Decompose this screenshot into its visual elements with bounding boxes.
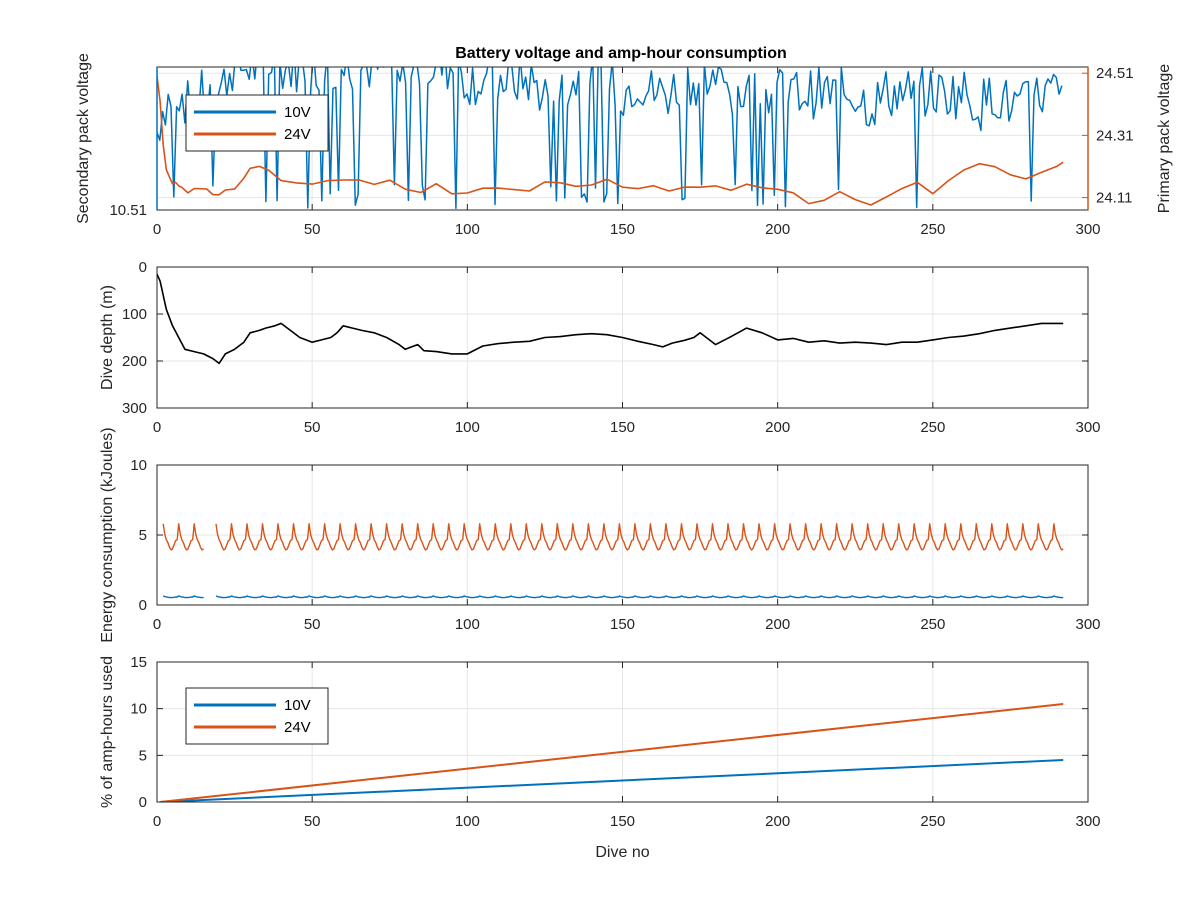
plot-area — [162, 523, 1064, 599]
x-tick-label: 150 — [610, 419, 635, 436]
y-tick-label: 200 — [122, 353, 147, 370]
x-tick-label: 50 — [304, 616, 321, 633]
panel-voltage: 0 50 100 150 200 250 300 10.51 24.11 24.31 24.51 Se… — [75, 53, 1173, 238]
x-tick-label: 300 — [1075, 221, 1100, 238]
legend-label: 24V — [284, 126, 311, 143]
y-axis-label: Dive depth (m) — [99, 285, 116, 390]
right-axis-label: Primary pack voltage — [1156, 64, 1173, 213]
x-tick-label: 300 — [1075, 616, 1100, 633]
x-tick-label: 0 — [153, 419, 161, 436]
chart-title: Battery voltage and amp-hour consumption — [455, 45, 787, 62]
panel-amphours: 0 50 100 150 200 250 300 Dive no 0 5 10 15 % of amp-… — [99, 654, 1101, 861]
series-line-10V — [162, 595, 204, 599]
x-tick-label: 250 — [920, 813, 945, 830]
x-tick-label: 250 — [920, 419, 945, 436]
y-tick-label: 10 — [130, 457, 147, 474]
y-tick-label: 0 — [139, 794, 147, 811]
y-tick-label: 15 — [130, 654, 147, 671]
x-tick-label: 100 — [455, 813, 480, 830]
series-line — [157, 273, 1064, 365]
x-tick-label: 150 — [610, 813, 635, 830]
x-tick-label: 250 — [920, 616, 945, 633]
series-line-24V — [162, 523, 204, 551]
plot-area — [157, 67, 1064, 210]
y-axis-label: Energy consumption (kJoules) — [99, 427, 116, 642]
x-tick-label: 250 — [920, 221, 945, 238]
x-tick-label: 0 — [153, 616, 161, 633]
panel-depth: 0 50 100 150 200 250 300 0 100 200 300 Dive depth (… — [99, 259, 1101, 436]
legend-label: 24V — [284, 719, 311, 736]
series-line-24V — [159, 703, 1064, 802]
legend-label: 10V — [284, 104, 311, 121]
x-tick-label: 200 — [765, 616, 790, 633]
series-line-24V — [215, 523, 1064, 551]
x-tick-label: 300 — [1075, 419, 1100, 436]
series-line-10V — [160, 759, 1064, 802]
x-axis-label: Dive no — [595, 844, 649, 861]
y-axis-label: % of amp-hours used — [99, 656, 116, 808]
y-tick-label: 0 — [139, 259, 147, 276]
x-tick-label: 0 — [153, 813, 161, 830]
panel-energy: 0 50 100 150 200 250 300 0 5 10 Energy consumption… — [99, 427, 1101, 642]
y-tick-label: 100 — [122, 306, 147, 323]
right-tick-label: 24.11 — [1096, 190, 1132, 207]
legend-box — [185, 687, 329, 745]
x-tick-label: 200 — [765, 221, 790, 238]
legend-box — [185, 94, 329, 152]
right-tick-label: 24.31 — [1096, 127, 1134, 144]
y-tick-label: 5 — [139, 747, 147, 764]
x-tick-label: 50 — [304, 221, 321, 238]
plot-area — [157, 273, 1064, 365]
series-line-10V — [157, 67, 1063, 210]
series-line-24V — [157, 76, 1064, 206]
x-tick-label: 300 — [1075, 813, 1100, 830]
y-tick-label: 5 — [139, 527, 147, 544]
left-tick-label: 10.51 — [109, 202, 147, 219]
y-tick-label: 10 — [130, 701, 147, 718]
x-tick-label: 100 — [455, 419, 480, 436]
series-line-10V — [215, 595, 1064, 599]
right-tick-label: 24.51 — [1096, 65, 1134, 82]
x-tick-label: 50 — [304, 813, 321, 830]
x-tick-label: 50 — [304, 419, 321, 436]
left-axis-label: Secondary pack voltage — [75, 53, 92, 224]
y-tick-label: 300 — [122, 400, 147, 417]
x-tick-label: 100 — [455, 616, 480, 633]
x-tick-label: 150 — [610, 221, 635, 238]
x-tick-label: 200 — [765, 419, 790, 436]
x-tick-label: 100 — [455, 221, 480, 238]
x-tick-label: 0 — [153, 221, 161, 238]
plots: 0 50 100 150 200 250 30010.5124.1124.3124.51Se… — [75, 53, 1173, 861]
y-tick-label: 0 — [139, 597, 147, 614]
x-tick-label: 200 — [765, 813, 790, 830]
x-tick-label: 150 — [610, 616, 635, 633]
plot-area — [159, 703, 1064, 802]
legend-label: 10V — [284, 697, 311, 714]
